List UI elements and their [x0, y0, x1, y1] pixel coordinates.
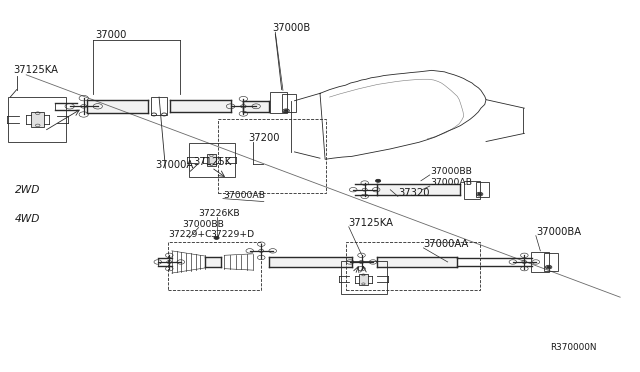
Text: 37000AB: 37000AB: [223, 191, 265, 200]
Bar: [346, 241, 479, 290]
Bar: [341, 261, 387, 294]
Text: 37226KB: 37226KB: [198, 209, 240, 218]
Bar: [282, 94, 296, 112]
Text: 37000: 37000: [95, 30, 127, 40]
Bar: [207, 154, 216, 166]
Text: 4WD: 4WD: [15, 214, 40, 224]
Bar: [8, 97, 66, 141]
Bar: [151, 97, 167, 115]
Text: 37000AB: 37000AB: [430, 178, 472, 187]
Circle shape: [284, 110, 288, 112]
Text: 37000BB: 37000BB: [430, 167, 472, 176]
Bar: [269, 92, 287, 113]
Text: 37200: 37200: [248, 133, 280, 143]
Circle shape: [477, 193, 481, 195]
Text: 37000BA: 37000BA: [536, 227, 581, 237]
Text: 37229+C: 37229+C: [168, 230, 212, 239]
Bar: [31, 112, 44, 127]
Text: 37000B: 37000B: [272, 23, 310, 33]
Circle shape: [214, 236, 219, 239]
Text: R370000N: R370000N: [550, 343, 596, 352]
Text: 37125K: 37125K: [193, 157, 232, 167]
Bar: [464, 181, 480, 199]
Circle shape: [376, 179, 381, 182]
Bar: [531, 252, 549, 272]
Text: 37229+D: 37229+D: [210, 230, 254, 239]
Text: 37000BB: 37000BB: [182, 220, 225, 229]
Text: 2WD: 2WD: [15, 185, 40, 195]
Text: 37125KA: 37125KA: [349, 218, 394, 228]
Bar: [218, 119, 326, 193]
Circle shape: [547, 266, 550, 268]
Text: 37320: 37320: [398, 187, 429, 198]
Bar: [168, 241, 260, 290]
Bar: [476, 182, 488, 198]
Bar: [189, 143, 235, 177]
Bar: [358, 274, 369, 285]
Text: 37125KA: 37125KA: [13, 65, 58, 75]
Text: 37000A: 37000A: [156, 160, 193, 170]
Bar: [544, 253, 558, 271]
Text: 37000AA: 37000AA: [424, 239, 469, 249]
